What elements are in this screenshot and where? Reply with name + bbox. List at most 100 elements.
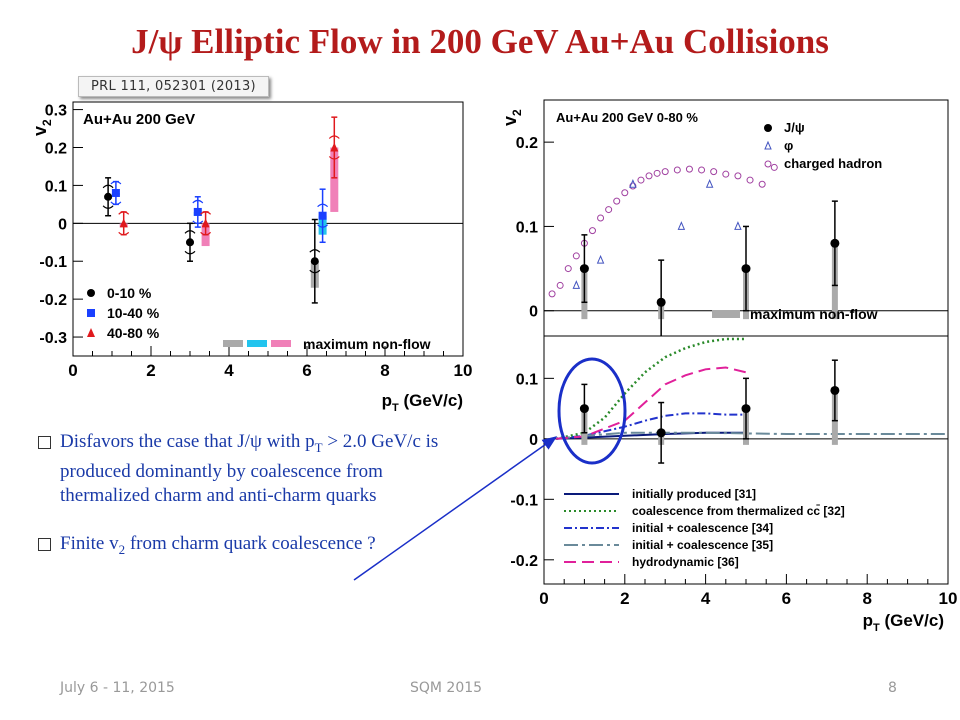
bullet-2-text-a: Finite v — [60, 532, 119, 554]
x-tick-label: 6 — [782, 589, 791, 608]
syst-bracket — [317, 203, 329, 228]
y-tick-label: -0.3 — [39, 330, 67, 347]
syst-bracket — [309, 249, 321, 274]
slide-title: J/ψ Elliptic Flow in 200 GeV Au+Au Colli… — [131, 22, 829, 61]
x-tick-label: 4 — [701, 589, 711, 608]
bullet-1: Disfavors the case that J/ψ with pT > 2.… — [38, 430, 458, 508]
data-point — [579, 404, 589, 414]
data-point — [656, 297, 666, 307]
x-tick-label: 4 — [224, 361, 234, 380]
y-tick-label: -0.1 — [510, 492, 538, 509]
syst-bracket — [200, 211, 212, 236]
y-axis-label: v2 — [500, 109, 524, 126]
data-point — [111, 188, 120, 197]
y-tick-label: 0 — [58, 216, 67, 233]
x-tick-label: 10 — [454, 361, 473, 380]
nonflow-legend-label: maximum non-flow — [303, 336, 431, 352]
right-top-v2-plot: 0.2 0.1 0 v2 Au+Au 200 GeV 0-80 % J/ψ φ charged… — [500, 99, 949, 346]
data-point — [572, 280, 581, 289]
data-point — [656, 428, 666, 438]
bullet-2-sub: 2 — [118, 541, 126, 557]
legend-label: φ — [784, 138, 793, 153]
syst-bracket — [192, 199, 204, 225]
legend-label: hydrodynamic [36] — [632, 555, 739, 569]
legend-label: J/ψ — [784, 120, 805, 135]
data-point — [310, 257, 319, 266]
y-tick-label: -0.2 — [39, 292, 67, 309]
legend-marker — [87, 309, 95, 317]
bullet-2: Finite v2 from charm quark coalescence ? — [38, 532, 458, 562]
data-point — [548, 290, 556, 298]
syst-bracket — [328, 135, 340, 160]
legend-marker — [764, 160, 772, 168]
data-point — [572, 252, 580, 260]
x-axis-label: pT (GeV/c) — [382, 391, 463, 414]
x-tick-label: 8 — [862, 589, 871, 608]
syst-bracket — [110, 180, 122, 206]
legend-label: 0-10 % — [107, 285, 152, 301]
legend-label: initially produced [31] — [632, 487, 756, 501]
x-tick-label: 10 — [939, 589, 958, 608]
legend-label: charged hadron — [784, 156, 882, 171]
x-axis-label: pT (GeV/c) — [863, 611, 944, 634]
data-point — [318, 211, 327, 220]
legend-label: 10-40 % — [107, 305, 160, 321]
footer-page-number: 8 — [888, 680, 897, 696]
data-point — [596, 254, 605, 264]
data-point — [186, 238, 194, 247]
legend-marker — [764, 140, 772, 150]
reference-label: PRL 111, 052301 (2013) — [78, 76, 269, 97]
x-tick-label: 2 — [146, 361, 155, 380]
data-point — [119, 218, 128, 228]
checkbox-bullet-icon — [38, 436, 51, 449]
x-tick-label: 6 — [302, 361, 311, 380]
bullet-list: Disfavors the case that J/ψ with pT > 2.… — [38, 430, 458, 586]
data-point — [588, 227, 596, 235]
syst-bracket — [102, 184, 114, 209]
data-point — [677, 221, 686, 230]
y-tick-label: 0.3 — [45, 103, 67, 120]
right-bottom-model-plot: 0.1 0 -0.1 -0.2 0 2 4 6 8 10 pT (GeV/c) initially p… — [510, 335, 957, 634]
footer-date: July 6 - 11, 2015 — [60, 680, 175, 696]
x-tick-label: 0 — [68, 361, 77, 380]
legend-marker — [87, 328, 95, 337]
data-point — [645, 172, 653, 180]
y-tick-label: 0.1 — [45, 178, 67, 195]
footer-conference: SQM 2015 — [410, 680, 483, 696]
y-tick-label: 0.2 — [516, 135, 538, 152]
bullet-1-sub: T — [314, 439, 323, 455]
data-point — [758, 180, 766, 188]
y-tick-label: 0.1 — [516, 371, 538, 388]
y-tick-label: 0.2 — [45, 140, 67, 157]
y-tick-label: -0.2 — [510, 553, 538, 570]
data-point — [637, 176, 645, 184]
nonflow-bar — [330, 147, 339, 212]
data-point — [330, 142, 339, 152]
data-point — [741, 264, 751, 274]
nonflow-legend-swatch — [271, 340, 291, 347]
data-point — [673, 166, 681, 174]
legend-marker — [764, 124, 772, 132]
data-point — [629, 182, 637, 190]
x-tick-label: 8 — [380, 361, 389, 380]
data-point — [741, 404, 751, 414]
data-point — [201, 218, 210, 228]
data-point — [722, 170, 730, 178]
plot-frame — [72, 101, 464, 357]
data-point — [597, 214, 605, 222]
data-point — [746, 176, 754, 184]
legend-marker — [87, 289, 95, 297]
data-point — [710, 168, 718, 176]
syst-bracket — [184, 230, 196, 255]
data-point — [564, 265, 572, 273]
data-point — [621, 189, 629, 197]
y-tick-label: -0.1 — [39, 254, 67, 271]
bullet-1-text-a: Disfavors the case that J/ψ with p — [60, 431, 315, 452]
data-point — [705, 179, 714, 188]
legend-label: coalescence from thermalized cc̄ [32] — [632, 504, 845, 518]
nonflow-legend-swatch — [247, 340, 267, 347]
plot-annotation: Au+Au 200 GeV — [83, 111, 195, 128]
plot-annotation: Au+Au 200 GeV 0-80 % — [556, 110, 698, 125]
nonflow-legend-swatch — [223, 340, 243, 347]
nonflow-legend-swatch — [712, 310, 740, 318]
